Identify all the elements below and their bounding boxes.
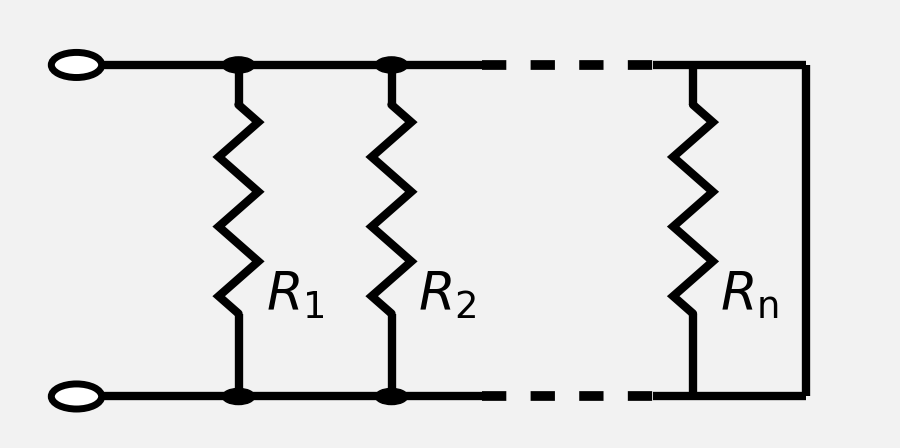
Circle shape (375, 388, 408, 405)
Text: $R_1$: $R_1$ (266, 270, 324, 322)
Circle shape (222, 57, 255, 73)
Circle shape (51, 52, 102, 78)
Circle shape (222, 388, 255, 405)
Text: $R_2$: $R_2$ (418, 270, 477, 322)
Circle shape (51, 384, 102, 409)
Circle shape (375, 57, 408, 73)
Text: $R_\mathrm{n}$: $R_\mathrm{n}$ (720, 270, 778, 322)
